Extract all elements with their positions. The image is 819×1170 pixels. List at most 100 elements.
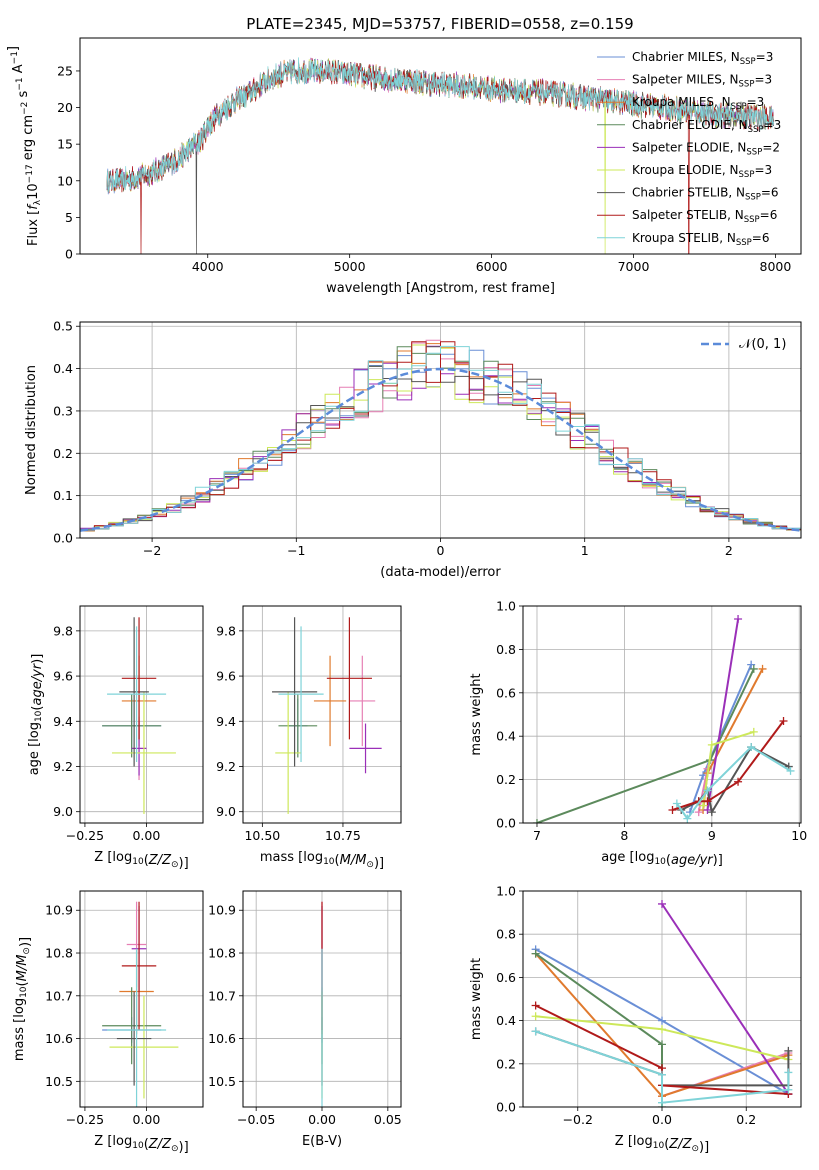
- errorbar-chabrier-stelib: [116, 991, 152, 1086]
- weight-line-kroupa-stelib: [672, 743, 795, 823]
- weight-line-kroupa-stelib: [531, 1027, 793, 1107]
- weight-marker: [749, 664, 758, 673]
- gridlines: [243, 606, 401, 823]
- legend-label: Chabrier STELIB, NSSP=6: [632, 186, 779, 203]
- weight-marker: [658, 1016, 666, 1025]
- y-tick-label: 9.0: [216, 804, 236, 819]
- x-tick-label: 2: [725, 543, 733, 558]
- figure-title: PLATE=2345, MJD=53757, FIBERID=0558, z=0…: [246, 15, 633, 33]
- x-tick-label: 7: [533, 828, 541, 843]
- legend-label: Kroupa MILES, NSSP=3: [632, 95, 764, 112]
- y-tick-label: 10.9: [208, 903, 236, 918]
- axes-frame: [79, 37, 802, 255]
- x-tick-label: −0.2: [563, 1112, 593, 1127]
- axes-frame: [242, 605, 402, 824]
- errorbar-chabrier-elodie: [102, 694, 162, 758]
- axes-massweight_vs_age: 7 8 9 10 0.0 0.2 0.4 0.6 0.8 1.0 age [log10(age/yr…: [469, 599, 807, 869]
- weight-marker: [532, 819, 541, 823]
- y-tick-label: 0.4: [496, 729, 516, 744]
- axes-residuals: −2 −1 0 1 2 0.0 0.1 0.2 0.3 0.4 0.5 (data-model)/er…: [24, 319, 802, 580]
- weight-marker: [531, 1027, 540, 1036]
- x-tick-label: 10: [791, 828, 807, 843]
- weight-line: [661, 903, 790, 1095]
- errorbar-chabrier-stelib: [119, 617, 149, 767]
- y-tick-label: 9.4: [53, 714, 73, 729]
- gridlines: [523, 605, 801, 824]
- y-axis-label: mass weight: [469, 958, 484, 1040]
- plot-area: [102, 617, 176, 814]
- weight-marker: [758, 664, 767, 673]
- y-tick-label: 9.2: [53, 759, 73, 774]
- plot-area: [531, 899, 793, 1107]
- y-tick-label: 15: [57, 137, 73, 152]
- weight-marker: [707, 808, 716, 817]
- spectrum-legend: Chabrier MILES, NSSP=3 Salpeter MILES, NS…: [597, 50, 781, 248]
- weight-line: [535, 952, 663, 1107]
- weight-marker: [694, 808, 703, 817]
- spectrum-line-kroupa-elodie: [106, 58, 774, 254]
- weight-marker: [683, 814, 692, 823]
- errorbar-salpeter-stelib: [121, 617, 157, 740]
- y-tick-label: 9.8: [216, 623, 236, 638]
- y-tick-label: 25: [57, 63, 73, 78]
- y-tick-label: 0.6: [496, 970, 516, 985]
- x-tick-label: 10.75: [325, 828, 361, 843]
- errorbar-chabrier-stelib: [272, 617, 318, 767]
- y-tick-label: 10.5: [208, 1074, 236, 1089]
- weight-line-kroupa-miles: [699, 664, 767, 814]
- weight-marker: [658, 899, 666, 908]
- x-tick-label: 10.50: [244, 828, 280, 843]
- axes-frame: [522, 605, 802, 824]
- x-tick-label: −2: [143, 543, 161, 558]
- axes-spectrum: 4000 5000 6000 7000 8000 0 5 10 15 20 25 wavelength…: [6, 37, 802, 296]
- x-tick-label: 0.00: [308, 1112, 336, 1127]
- x-tick-label: −1: [287, 543, 305, 558]
- y-tick-label: 9.4: [216, 714, 236, 729]
- y-tick-label: 10.8: [208, 946, 236, 961]
- y-tick-label: 10.7: [208, 988, 236, 1003]
- y-axis-label: mass [log10(M/M⊙)]: [12, 937, 33, 1061]
- weight-marker: [668, 805, 677, 814]
- x-axis-label: Z [log10(Z/Z⊙)]: [94, 1134, 188, 1155]
- x-tick-label: −0.25: [66, 828, 104, 843]
- plot-area: [106, 57, 775, 254]
- gaussian-curve: [80, 367, 801, 532]
- histogram-kroupa-stelib: [80, 345, 801, 531]
- x-tick-label: 0.05: [374, 1112, 402, 1127]
- y-tick-label: 10.9: [45, 903, 73, 918]
- weight-marker: [786, 766, 795, 775]
- spectrum-line-chabrier-stelib: [106, 58, 774, 254]
- y-axis-label: Flux [fλ10−17 erg cm−2 s−1 A−1]: [6, 46, 43, 246]
- errorbar-chabrier-elodie: [278, 694, 318, 758]
- x-axis-label: E(B-V): [302, 1134, 342, 1149]
- y-tick-label: 0.0: [496, 1100, 516, 1115]
- legend-label: Chabrier ELODIE, NSSP=3: [632, 118, 781, 135]
- weight-marker: [531, 1012, 540, 1021]
- errorbar-kroupa-miles: [313, 655, 347, 747]
- legend-label: Chabrier MILES, NSSP=3: [632, 50, 773, 67]
- errorbar-chabrier-elodie: [102, 987, 162, 1065]
- axes-massweight_vs_Z: −0.2 0.0 0.2 0.0 0.2 0.4 0.6 0.8 1.0 Z [log10(Z/Z…: [469, 884, 802, 1155]
- weight-line: [706, 618, 740, 811]
- weight-marker: [658, 1040, 666, 1049]
- y-tick-label: 0.2: [496, 772, 516, 787]
- y-tick-label: 9.6: [216, 669, 236, 684]
- plot-area: [272, 617, 382, 814]
- y-tick-label: 10.5: [45, 1074, 73, 1089]
- y-tick-label: 0.2: [496, 1056, 516, 1071]
- weight-marker: [734, 777, 743, 786]
- y-axis-label: age [log10(age/yr)]: [27, 654, 45, 776]
- y-tick-label: 0.8: [496, 927, 516, 942]
- x-axis-label: mass [log10(M/M⊙)]: [260, 850, 384, 871]
- weight-marker: [531, 949, 540, 958]
- weight-marker: [531, 1001, 540, 1010]
- y-tick-label: 0.6: [496, 685, 516, 700]
- weight-marker: [747, 660, 756, 669]
- errorbar-salpeter-miles: [349, 655, 376, 747]
- x-tick-label: 1: [581, 543, 589, 558]
- axes-age_vs_Z: −0.25 0.00 9.0 9.2 9.4 9.6 9.8 Z [log10(Z/Z⊙)] a…: [27, 605, 204, 871]
- weight-marker: [672, 799, 681, 808]
- plot-area: [80, 339, 801, 532]
- axes-age_vs_mass: 10.50 10.75 9.0 9.2 9.4 9.6 9.8 mass [log10(M/M…: [216, 605, 402, 871]
